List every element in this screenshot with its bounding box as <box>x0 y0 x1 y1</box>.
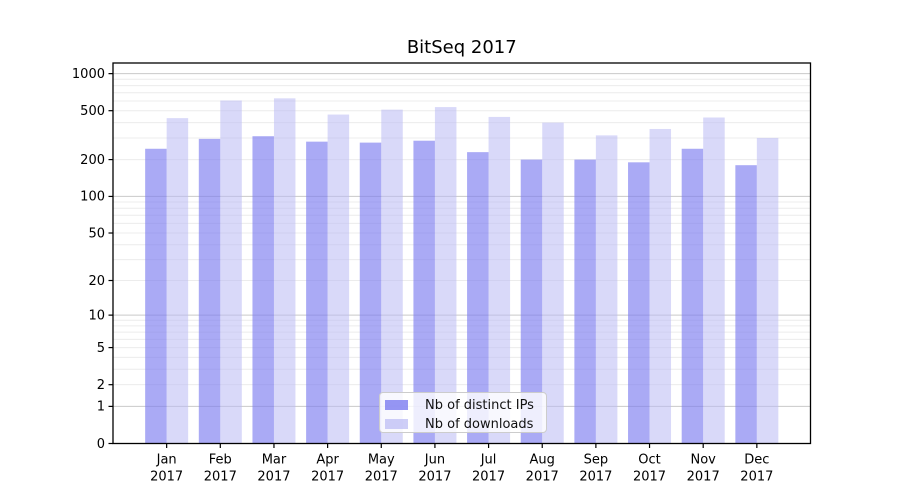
x-tick-label-month: Dec <box>744 453 769 468</box>
bar-nb-of-downloads-dec-2017 <box>756 137 779 444</box>
bar-nb-of-distinct-ips-nov-2017 <box>681 148 704 444</box>
bar-nb-of-downloads-mar-2017 <box>273 98 296 444</box>
bar-nb-of-distinct-ips-jul-2017 <box>467 152 489 444</box>
legend-item: Nb of downloads <box>385 415 540 433</box>
y-tick-label: 0 <box>97 437 105 452</box>
y-tick-label: 1000 <box>72 67 105 82</box>
bar-nb-of-downloads-sep-2017 <box>595 135 618 444</box>
x-tick-label-year: 2017 <box>472 470 505 485</box>
x-tick-label-year: 2017 <box>740 470 773 485</box>
legend-label: Nb of distinct IPs <box>425 397 534 413</box>
bar-nb-of-downloads-feb-2017 <box>220 100 242 444</box>
y-tick-label: 100 <box>80 190 105 205</box>
x-tick-label-month: Apr <box>316 453 339 468</box>
x-tick-label-month: May <box>368 453 395 468</box>
bar-nb-of-downloads-may-2017 <box>381 109 403 444</box>
bar-nb-of-distinct-ips-mar-2017 <box>252 136 274 444</box>
bar-nb-of-distinct-ips-apr-2017 <box>306 141 328 444</box>
x-tick-label-year: 2017 <box>257 470 290 485</box>
legend-swatch-downloads <box>385 419 408 429</box>
x-tick-label-year: 2017 <box>311 470 344 485</box>
x-tick-label-month: Nov <box>691 453 717 468</box>
bar-nb-of-distinct-ips-may-2017 <box>359 142 382 444</box>
x-tick-label-year: 2017 <box>526 470 559 485</box>
bar-nb-of-downloads-jun-2017 <box>434 107 457 444</box>
bar-nb-of-distinct-ips-sep-2017 <box>574 159 596 444</box>
y-tick-label: 2 <box>97 378 105 393</box>
bar-nb-of-downloads-oct-2017 <box>649 128 672 444</box>
x-tick-label-month: Aug <box>530 453 555 468</box>
x-tick-label-month: Feb <box>209 453 232 468</box>
bar-nb-of-distinct-ips-oct-2017 <box>628 162 650 444</box>
x-tick-label-month: Jan <box>156 453 177 468</box>
bar-nb-of-distinct-ips-jan-2017 <box>145 148 167 444</box>
x-tick-label-year: 2017 <box>579 470 612 485</box>
bar-nb-of-distinct-ips-jun-2017 <box>413 140 435 444</box>
bar-nb-of-distinct-ips-aug-2017 <box>520 159 543 444</box>
chart-title: BitSeq 2017 <box>407 37 517 58</box>
y-tick-label: 1 <box>97 400 105 415</box>
bar-nb-of-downloads-jul-2017 <box>488 116 511 444</box>
legend-label: Nb of downloads <box>425 416 534 432</box>
y-tick-label: 500 <box>80 104 105 119</box>
x-tick-label-year: 2017 <box>365 470 398 485</box>
bar-nb-of-downloads-nov-2017 <box>703 117 725 444</box>
legend-item: Nb of distinct IPs <box>385 396 540 414</box>
x-tick-label-month: Jul <box>480 453 497 468</box>
x-tick-label-month: Sep <box>584 453 609 468</box>
x-tick-label-month: Oct <box>638 453 660 468</box>
bar-nb-of-distinct-ips-dec-2017 <box>735 165 757 444</box>
y-tick-label: 20 <box>88 274 105 289</box>
plot-border <box>112 62 812 445</box>
y-tick-label: 10 <box>88 308 105 323</box>
x-tick-label-year: 2017 <box>150 470 183 485</box>
bar-nb-of-downloads-apr-2017 <box>327 114 350 444</box>
x-tick-label-year: 2017 <box>633 470 666 485</box>
x-tick-label-year: 2017 <box>418 470 451 485</box>
y-tick-label: 5 <box>97 341 105 356</box>
legend-swatch-distinct-ips <box>385 400 408 410</box>
x-tick-label-year: 2017 <box>687 470 720 485</box>
bar-nb-of-downloads-jan-2017 <box>166 118 189 444</box>
bar-nb-of-distinct-ips-feb-2017 <box>198 138 221 444</box>
y-tick-label: 200 <box>80 153 105 168</box>
x-tick-label-year: 2017 <box>204 470 237 485</box>
y-tick-label: 50 <box>88 226 105 241</box>
bar-nb-of-downloads-aug-2017 <box>542 122 564 444</box>
x-tick-label-month: Jun <box>424 453 445 468</box>
x-tick-label-month: Mar <box>262 453 287 468</box>
legend: Nb of distinct IPs Nb of downloads <box>379 392 547 433</box>
